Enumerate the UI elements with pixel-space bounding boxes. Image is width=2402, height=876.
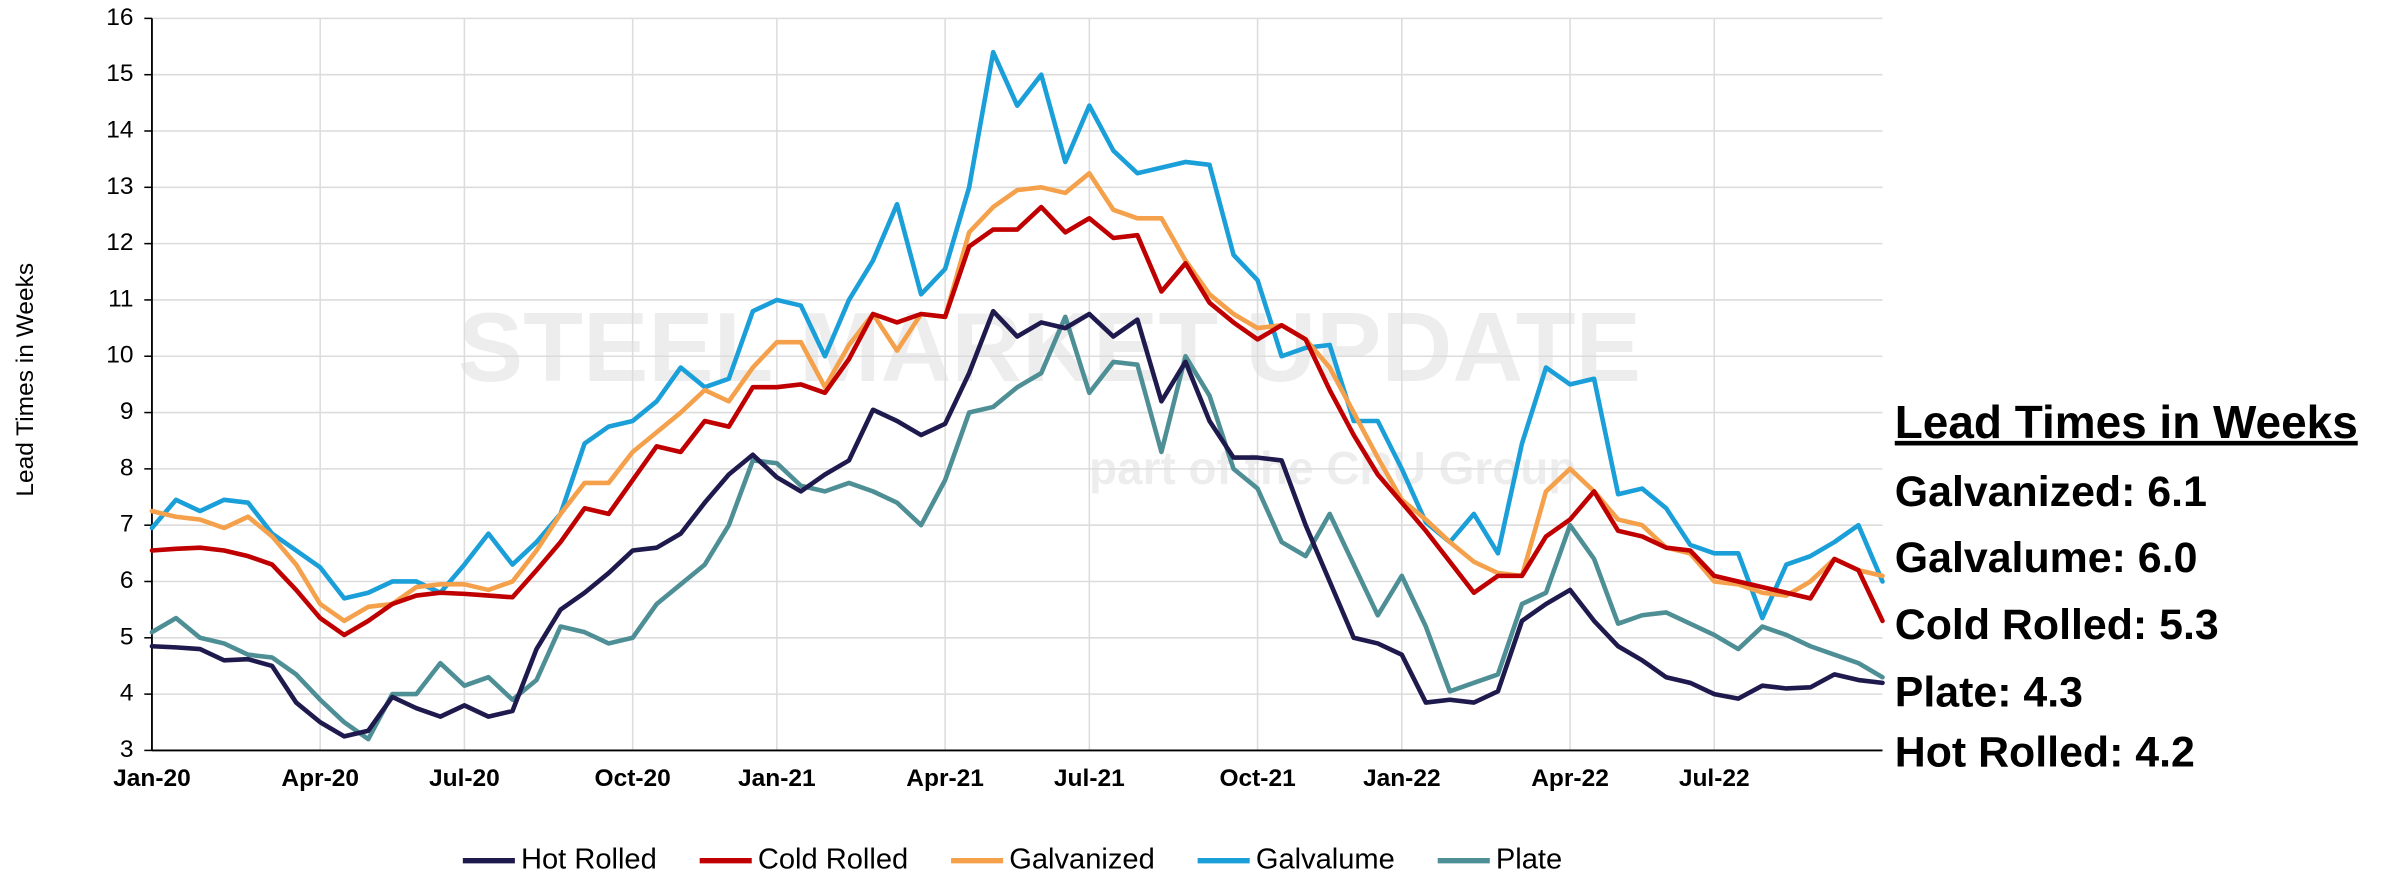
y-tick-label: 5	[120, 623, 134, 650]
annotation: Galvanized: 6.1	[1895, 468, 2207, 516]
x-tick-label: Jul-21	[1054, 765, 1125, 792]
legend-label: Cold Rolled	[758, 843, 908, 875]
y-tick-label: 7	[120, 511, 134, 538]
series-line	[149, 204, 1885, 638]
y-tick-label: 15	[106, 60, 133, 87]
watermark: STEEL MARKET UPDATE	[458, 292, 1641, 402]
annotation: Plate: 4.3	[1895, 669, 2083, 717]
legend-label: Galvanized	[1009, 843, 1154, 875]
legend: Hot Rolled Cold Rolled Galvanized Galvalume…	[462, 843, 1562, 875]
y-tick-label: 10	[106, 342, 133, 369]
y-tick-label: 13	[106, 173, 133, 200]
y-tick-label: 9	[120, 398, 134, 425]
annotation: Cold Rolled: 5.3	[1895, 601, 2219, 649]
x-tick-label: Jul-20	[429, 765, 500, 792]
x-tick-label: Apr-22	[1531, 765, 1609, 792]
x-tick-label: Oct-20	[595, 765, 671, 792]
watermark: part of the CRU Group	[1089, 442, 1576, 494]
legend-label: Galvalume	[1256, 843, 1395, 875]
y-tick-label: 11	[108, 285, 133, 312]
legend-label: Hot Rolled	[521, 843, 657, 875]
x-tick-label: Apr-21	[906, 765, 984, 792]
x-tick-label: Apr-20	[281, 765, 359, 792]
annotation: Hot Rolled: 4.2	[1895, 728, 2195, 776]
series-line	[149, 308, 1885, 739]
x-tick-label: Jan-20	[113, 765, 191, 792]
x-tick-label: Jan-22	[1363, 765, 1441, 792]
x-tick-label: Jan-21	[738, 765, 816, 792]
y-tick-label: 16	[106, 4, 133, 31]
legend-label: Plate	[1496, 843, 1562, 875]
y-tick-label: 4	[120, 680, 134, 707]
y-tick-label: 14	[106, 116, 133, 143]
annotation-title: Lead Times in Weeks	[1895, 396, 2358, 448]
y-axis-label: Lead Times in Weeks	[12, 263, 39, 497]
annotation: Galvalume: 6.0	[1895, 534, 2198, 582]
y-tick-label: 12	[106, 229, 133, 256]
y-tick-label: 8	[120, 454, 134, 481]
y-tick-label: 6	[120, 567, 134, 594]
x-tick-label: Jul-22	[1679, 765, 1750, 792]
series-line	[149, 314, 1885, 742]
x-tick-label: Oct-21	[1219, 765, 1295, 792]
y-tick-label: 3	[120, 736, 134, 763]
